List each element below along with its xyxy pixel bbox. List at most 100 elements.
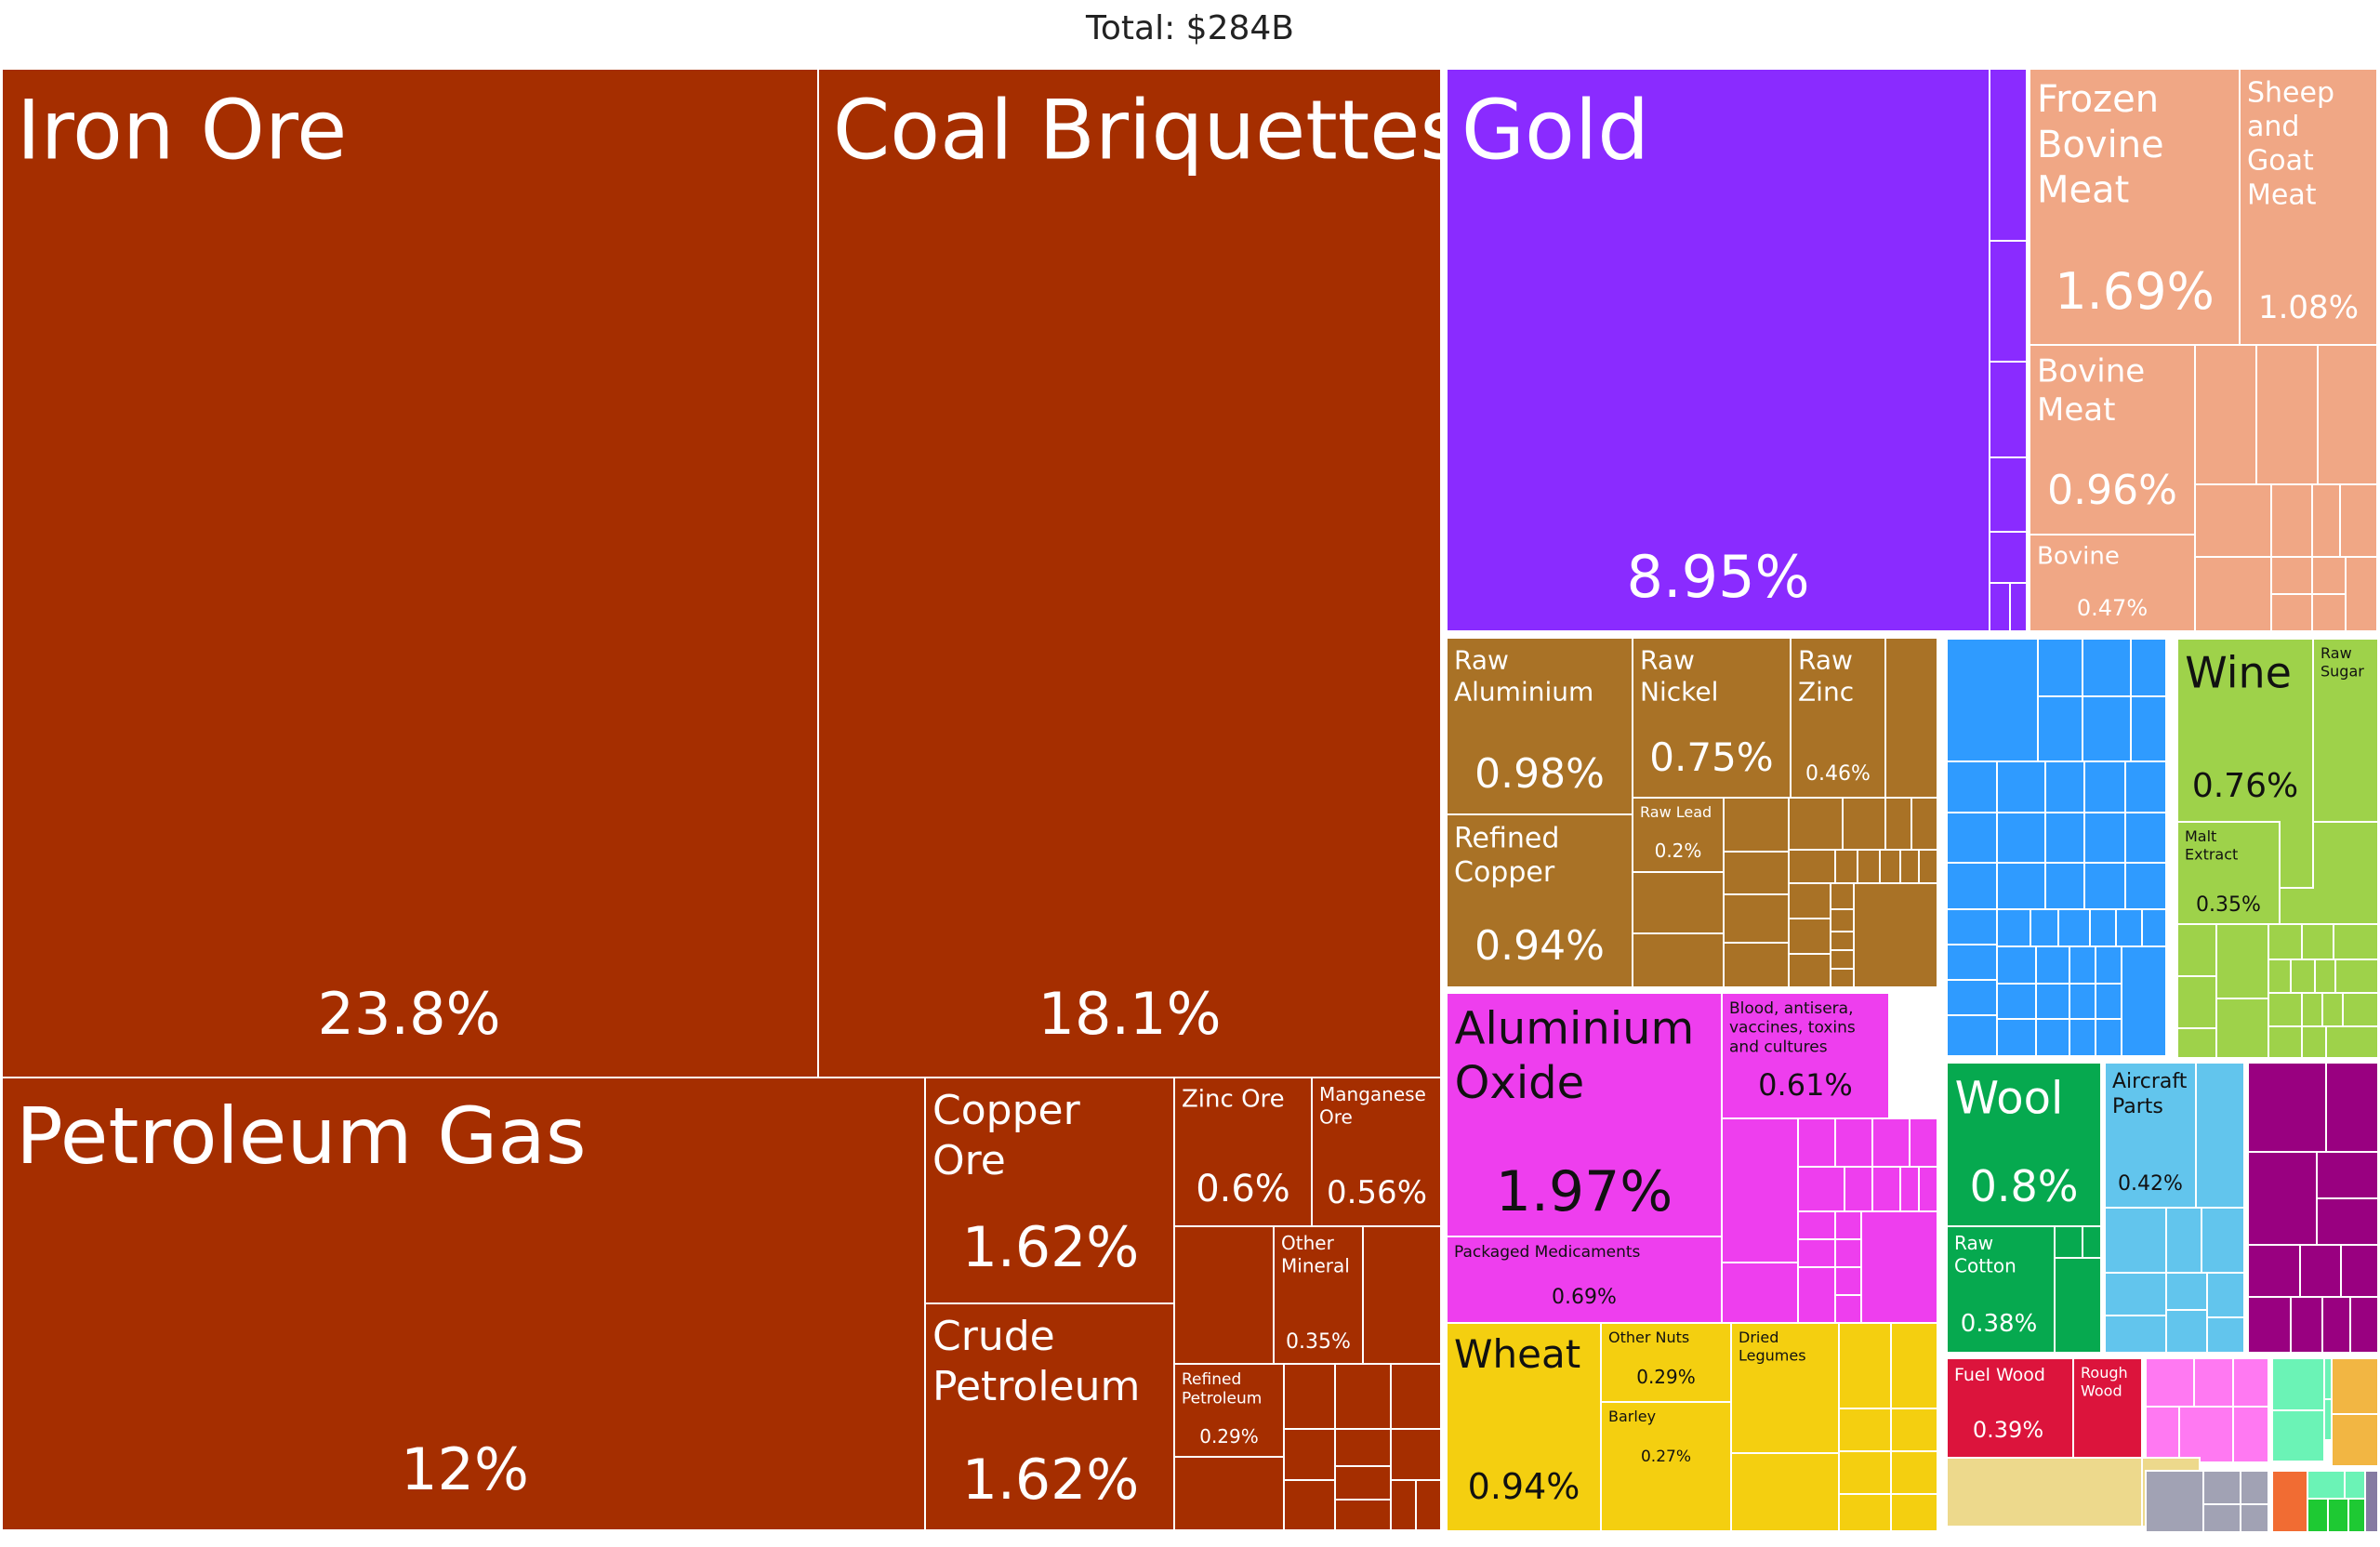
treemap-tile-sheep-and-goat-meat bbox=[2239, 68, 2378, 346]
treemap-tile-metals-42 bbox=[1842, 797, 1886, 851]
tile-value-sheep-and-goat-meat: 1.08% bbox=[2258, 289, 2359, 326]
treemap-tile-misc_pink-184 bbox=[2232, 1406, 2269, 1463]
tile-label-frozen-bovine-meat: Frozen Bovine Meat bbox=[2037, 78, 2164, 212]
treemap-tile-metals-50 bbox=[1918, 849, 1938, 884]
treemap-tile-metals-38 bbox=[1723, 851, 1790, 895]
tile-label-barley: Barley bbox=[1608, 1408, 1656, 1425]
treemap-tile-foodstuffs-140 bbox=[2301, 923, 2334, 960]
treemap-tile-machines-96 bbox=[1996, 760, 2046, 813]
treemap-tile-machines-108 bbox=[2083, 862, 2126, 910]
treemap-tile-machines-97 bbox=[2044, 760, 2085, 813]
treemap-tile-metals-46 bbox=[1834, 849, 1858, 884]
treemap-tile-foodstuffs-135 bbox=[2176, 975, 2217, 1029]
treemap-tile-minerals-9 bbox=[1283, 1479, 1336, 1531]
treemap-tile-metals-49 bbox=[1899, 849, 1920, 884]
treemap-tile-textiles-166 bbox=[2247, 1062, 2327, 1153]
tile-value-zinc-ore: 0.6% bbox=[1196, 1168, 1290, 1210]
treemap-tile-metals-53 bbox=[1788, 953, 1831, 988]
tile-label-aircraft-parts: Aircraft Parts bbox=[2112, 1070, 2188, 1118]
treemap-tile-foodstuffs-149 bbox=[2342, 992, 2379, 1027]
treemap-tile-animal_hides-153 bbox=[2054, 1225, 2083, 1259]
treemap-tile-foodstuffs-145 bbox=[2334, 959, 2379, 994]
treemap-tile-minerals-6 bbox=[1334, 1428, 1392, 1467]
treemap-tile-animal_products-29 bbox=[2270, 556, 2313, 595]
tile-label-sheep-and-goat-meat: Sheep and Goat Meat bbox=[2247, 77, 2334, 212]
treemap-tile-fuel-wood bbox=[1946, 1357, 2074, 1459]
treemap-tile-animal_products-33 bbox=[2345, 556, 2378, 632]
treemap-tile-misc_green-198 bbox=[2307, 1470, 2346, 1500]
treemap-tile-misc_tan-178 bbox=[1946, 1457, 2143, 1527]
treemap-tile-chemicals-78 bbox=[1860, 1210, 1938, 1324]
treemap-tile-machines-94 bbox=[2130, 695, 2167, 762]
treemap-tile-coal-briquettes bbox=[817, 68, 1442, 1078]
treemap-tile-transportation-158 bbox=[2165, 1207, 2202, 1274]
treemap-tile-vegetable_products-81 bbox=[1890, 1322, 1938, 1409]
treemap-tile-chemicals-76 bbox=[1834, 1266, 1862, 1296]
treemap-tile-misc_pink-180 bbox=[2193, 1357, 2234, 1408]
treemap-tile-metals-59 bbox=[1853, 882, 1938, 988]
treemap-tile-precious_metals-20 bbox=[2009, 582, 2028, 632]
treemap-tile-chemicals-71 bbox=[1797, 1210, 1836, 1240]
treemap-tile-gold bbox=[1446, 68, 1990, 632]
treemap-tile-vegetable_products-84 bbox=[1838, 1450, 1892, 1495]
treemap-tile-animal_hides-155 bbox=[2054, 1257, 2102, 1354]
tile-label-crude-petroleum: Crude Petroleum bbox=[932, 1313, 1140, 1410]
treemap-tile-chemicals-72 bbox=[1797, 1238, 1836, 1268]
tile-label-other-nuts: Other Nuts bbox=[1608, 1329, 1689, 1346]
treemap-tile-metals-52 bbox=[1788, 918, 1831, 955]
treemap-tile-metals-48 bbox=[1879, 849, 1901, 884]
treemap-tile-vegetable_products-80 bbox=[1838, 1322, 1892, 1409]
treemap-tile-textiles-168 bbox=[2247, 1151, 2318, 1246]
tile-value-manganese-ore: 0.56% bbox=[1327, 1174, 1427, 1211]
treemap-tile-chemicals-63 bbox=[1834, 1117, 1873, 1168]
treemap-tile-animal_products-28 bbox=[2194, 556, 2272, 632]
treemap-tile-animal_products-30 bbox=[2270, 593, 2313, 632]
treemap-tile-metals-40 bbox=[1723, 942, 1790, 988]
tile-value-coal-briquettes: 18.1% bbox=[1038, 980, 1222, 1048]
treemap-tile-machines-131 bbox=[2095, 1018, 2122, 1057]
treemap-tile-chemicals-69 bbox=[1899, 1166, 1920, 1212]
treemap-tile-chemicals-62 bbox=[1797, 1117, 1836, 1168]
treemap-tile-misc_pink-183 bbox=[2178, 1406, 2234, 1463]
treemap-tile-foodstuffs-144 bbox=[2314, 959, 2336, 994]
treemap-tile-machines-111 bbox=[1946, 944, 1998, 981]
treemap-tile-machines-120 bbox=[1996, 945, 2037, 985]
treemap-tile-foodstuffs-142 bbox=[2268, 959, 2292, 994]
treemap-tile-animal_products-24 bbox=[2194, 483, 2272, 558]
treemap-tile-machines-129 bbox=[2035, 1018, 2070, 1057]
treemap-tile-foodstuffs-148 bbox=[2321, 992, 2344, 1027]
treemap-tile-metals-45 bbox=[1788, 849, 1836, 884]
treemap-tile-precious_metals-14 bbox=[1989, 68, 2028, 242]
treemap-tile-metals-37 bbox=[1723, 797, 1790, 853]
tile-value-aircraft-parts: 0.42% bbox=[2118, 1172, 2183, 1196]
treemap-tile-metals-35 bbox=[1632, 871, 1725, 934]
treemap-tile-foodstuffs-137 bbox=[2215, 923, 2269, 999]
tile-value-fuel-wood: 0.39% bbox=[1973, 1417, 2043, 1443]
tile-label-raw-aluminium: Raw Aluminium bbox=[1454, 644, 1593, 707]
treemap-tile-misc_pink-181 bbox=[2232, 1357, 2269, 1408]
treemap-tile-metals-43 bbox=[1884, 797, 1912, 851]
treemap-tile-metals-54 bbox=[1830, 882, 1855, 910]
treemap-tile-animal_products-31 bbox=[2311, 556, 2347, 595]
tile-value-refined-copper: 0.94% bbox=[1474, 922, 1605, 970]
tile-label-raw-lead: Raw Lead bbox=[1640, 803, 1712, 821]
tile-label-dried-legumes: Dried Legumes bbox=[1739, 1329, 1806, 1365]
treemap-tile-petroleum-gas bbox=[1, 1077, 926, 1531]
treemap-tile-metals-44 bbox=[1911, 797, 1938, 851]
treemap-tile-misc_pink-182 bbox=[2145, 1406, 2180, 1463]
treemap-tile-misc_gold-195 bbox=[2331, 1357, 2379, 1415]
treemap-tile-machines-106 bbox=[1996, 862, 2046, 910]
treemap-tile-machines-130 bbox=[2069, 1018, 2096, 1057]
treemap-tile-crude-petroleum bbox=[924, 1302, 1175, 1531]
treemap-tile-metals-58 bbox=[1830, 968, 1855, 988]
treemap-tile-misc_grey-190 bbox=[2240, 1503, 2269, 1533]
treemap-tile-metals-36 bbox=[1632, 932, 1725, 988]
treemap-tile-machines-115 bbox=[2089, 908, 2117, 947]
treemap-tile-minerals-1 bbox=[1362, 1225, 1442, 1365]
treemap-tile-transportation-157 bbox=[2104, 1207, 2167, 1274]
treemap-tile-misc_green-192 bbox=[2271, 1409, 2325, 1462]
treemap-tile-chemicals-77 bbox=[1834, 1294, 1862, 1324]
treemap-tile-foodstuffs-136 bbox=[2176, 1027, 2217, 1059]
treemap-tile-machines-123 bbox=[2095, 945, 2122, 985]
treemap-tile-animal_products-27 bbox=[2339, 483, 2378, 558]
